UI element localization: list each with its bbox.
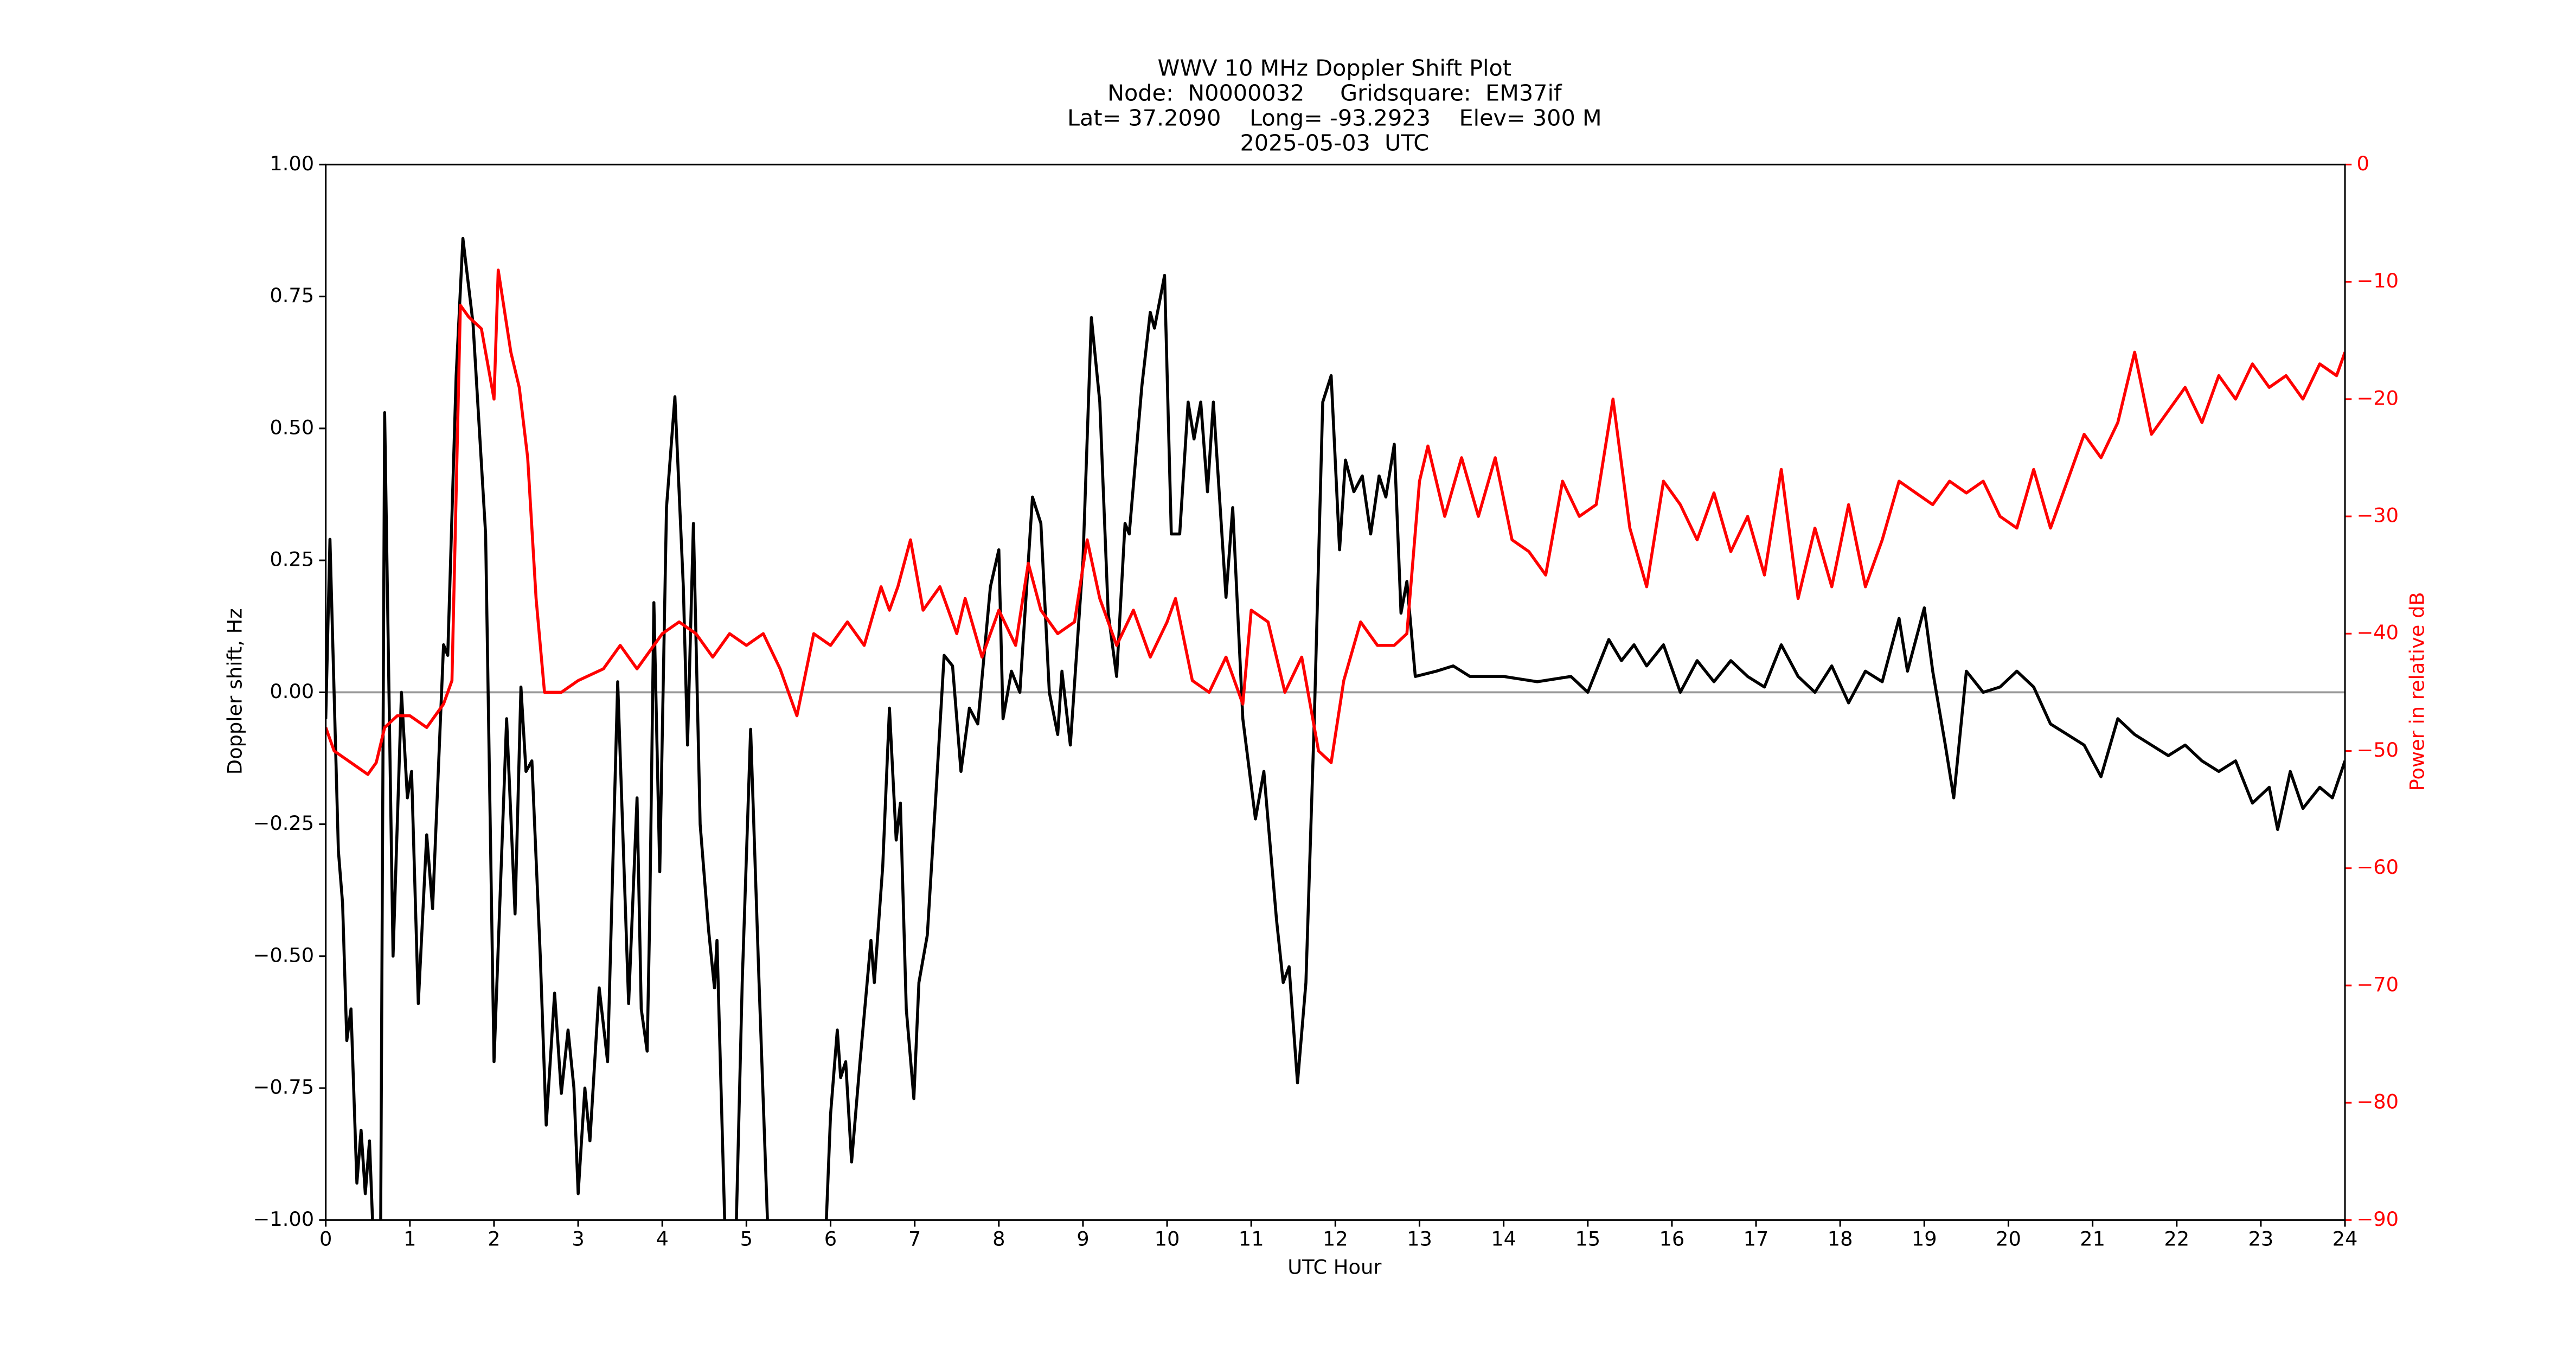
x-tick-label: 4 bbox=[656, 1227, 669, 1251]
x-tick-label: 14 bbox=[1491, 1227, 1516, 1251]
y-axis-label: Doppler shift, Hz bbox=[223, 608, 247, 775]
x-tick-label: 20 bbox=[1996, 1227, 2021, 1251]
y2-tick-label: 0 bbox=[2356, 152, 2369, 175]
x-tick-label: 22 bbox=[2164, 1227, 2189, 1251]
y-tick-label: 0.25 bbox=[270, 548, 314, 571]
x-tick-label: 15 bbox=[1575, 1227, 1600, 1251]
y2-tick-label: −80 bbox=[2356, 1090, 2399, 1114]
plot-area bbox=[325, 236, 2346, 1220]
x-axis-label: UTC Hour bbox=[1287, 1256, 1382, 1279]
x-tick-label: 16 bbox=[1659, 1227, 1684, 1251]
x-tick-label: 9 bbox=[1076, 1227, 1089, 1251]
y2-tick-label: −40 bbox=[2356, 621, 2399, 644]
y2-tick-label: −50 bbox=[2356, 738, 2399, 762]
y-tick-label: −0.50 bbox=[253, 943, 315, 967]
y-tick-label: −0.25 bbox=[253, 811, 315, 835]
x-tick-label: 7 bbox=[908, 1227, 921, 1251]
y2-tick-label: −10 bbox=[2356, 269, 2399, 292]
y2-axis-label: Power in relative dB bbox=[2405, 592, 2428, 791]
x-tick-label: 2 bbox=[488, 1227, 500, 1251]
y2-tick-label: −20 bbox=[2356, 386, 2399, 410]
plot-frame bbox=[325, 163, 2346, 1221]
chart-title: WWV 10 MHz Doppler Shift Plot bbox=[1158, 55, 1512, 81]
y-tick-label: 1.00 bbox=[270, 152, 314, 175]
x-tick-label: 8 bbox=[992, 1227, 1005, 1251]
data-line bbox=[325, 268, 2346, 776]
x-tick-label: 5 bbox=[740, 1227, 753, 1251]
x-tick-label: 11 bbox=[1239, 1227, 1264, 1251]
data-line bbox=[325, 236, 2346, 1220]
x-tick-label: 19 bbox=[1912, 1227, 1937, 1251]
x-tick-label: 18 bbox=[1828, 1227, 1853, 1251]
y-tick-label: 0.75 bbox=[270, 284, 314, 307]
y-tick-label: 0.50 bbox=[270, 415, 314, 439]
y-tick-label: −0.75 bbox=[253, 1076, 315, 1099]
y2-tick-label: −70 bbox=[2356, 973, 2399, 996]
x-tick-label: 13 bbox=[1407, 1227, 1432, 1251]
x-tick-label: 0 bbox=[319, 1227, 332, 1251]
x-tick-label: 24 bbox=[2333, 1227, 2358, 1251]
y2-tick-label: −90 bbox=[2356, 1207, 2399, 1231]
y2-tick-label: −30 bbox=[2356, 504, 2399, 527]
chart-subtitle: Node: N0000032 Gridsquare: EM37if bbox=[1107, 80, 1562, 106]
y2-tick-label: −60 bbox=[2356, 855, 2399, 879]
chart-subtitle: 2025-05-03 UTC bbox=[1240, 130, 1429, 156]
x-tick-label: 23 bbox=[2248, 1227, 2273, 1251]
x-tick-label: 1 bbox=[403, 1227, 416, 1251]
x-tick-label: 21 bbox=[2080, 1227, 2105, 1251]
x-tick-label: 6 bbox=[824, 1227, 837, 1251]
y-tick-label: 0.00 bbox=[270, 680, 314, 703]
chart-subtitle: Lat= 37.2090 Long= -93.2923 Elev= 300 M bbox=[1067, 105, 1602, 131]
x-tick-label: 12 bbox=[1323, 1227, 1348, 1251]
x-tick-label: 17 bbox=[1744, 1227, 1769, 1251]
x-tick-label: 3 bbox=[572, 1227, 584, 1251]
y-tick-label: −1.00 bbox=[253, 1207, 315, 1231]
x-tick-label: 10 bbox=[1155, 1227, 1180, 1251]
